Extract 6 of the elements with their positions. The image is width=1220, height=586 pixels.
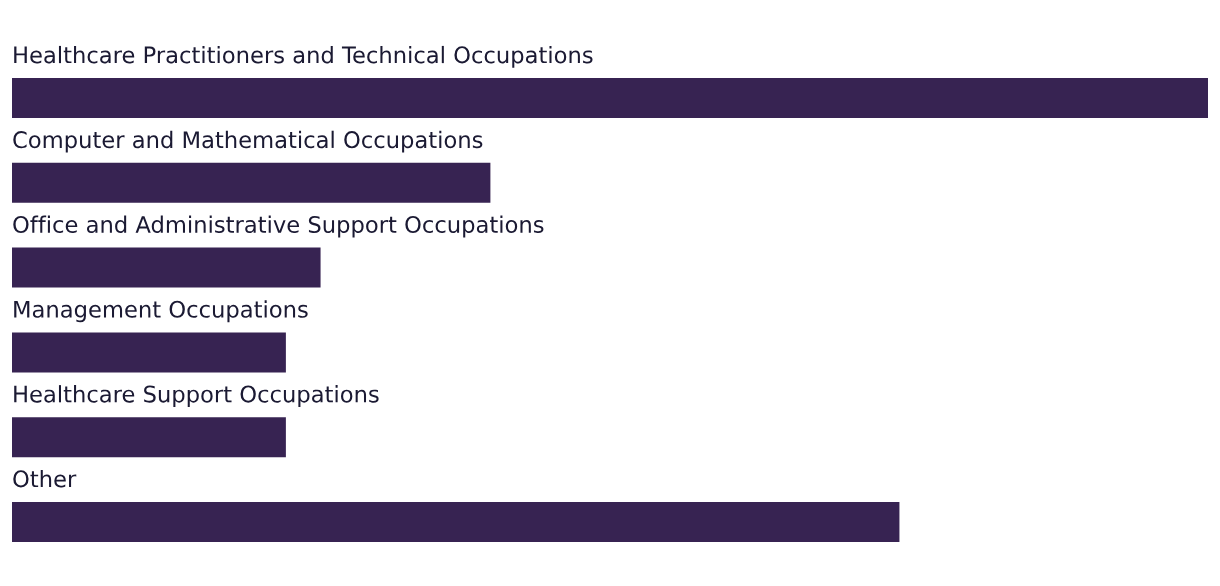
y-tick-label: Healthcare Support Occupations [14,385,379,408]
y-tick-label: Computer and Mathematical Occupations [13,130,483,153]
y-tick-label: Management Occupations [14,300,308,323]
y-tick-label: Healthcare Practitioners and Technical Occupations [14,45,593,68]
y-tick-label: Other [13,469,77,488]
y-tick-label: Office and Administrative Support Occupations [13,215,544,238]
